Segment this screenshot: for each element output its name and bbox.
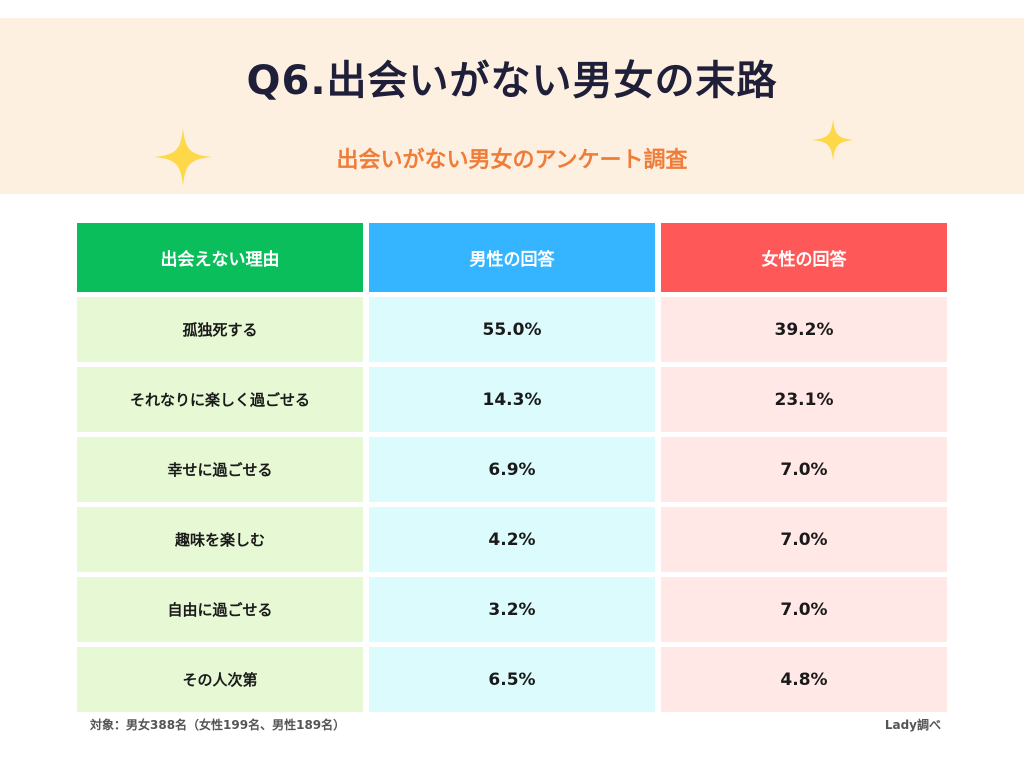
page-title: Q6.出会いがない男女の末路 — [246, 58, 778, 104]
male-value-cell: 4.2% — [369, 507, 655, 572]
female-value-cell: 4.8% — [661, 647, 947, 712]
table-row: 趣味を楽しむ 4.2% 7.0% — [77, 507, 947, 572]
table-header-row: 出会えない理由 男性の回答 女性の回答 — [77, 223, 947, 292]
reason-cell: 趣味を楽しむ — [77, 507, 363, 572]
column-header-reason: 出会えない理由 — [77, 223, 363, 292]
sample-footnote: 対象：男女388名（女性199名、男性189名） — [90, 718, 346, 732]
source-credit: Lady調べ — [884, 718, 941, 732]
survey-table: 出会えない理由 男性の回答 女性の回答 孤独死する 55.0% 39.2% それ… — [77, 223, 947, 717]
table-row: 幸せに過ごせる 6.9% 7.0% — [77, 437, 947, 502]
header-band — [0, 18, 1024, 194]
male-value-cell: 55.0% — [369, 297, 655, 362]
table-row: それなりに楽しく過ごせる 14.3% 23.1% — [77, 367, 947, 432]
female-value-cell: 7.0% — [661, 577, 947, 642]
reason-cell: それなりに楽しく過ごせる — [77, 367, 363, 432]
male-value-cell: 14.3% — [369, 367, 655, 432]
male-value-cell: 6.5% — [369, 647, 655, 712]
female-value-cell: 7.0% — [661, 437, 947, 502]
male-value-cell: 6.9% — [369, 437, 655, 502]
table-row: その人次第 6.5% 4.8% — [77, 647, 947, 712]
female-value-cell: 7.0% — [661, 507, 947, 572]
column-header-female: 女性の回答 — [661, 223, 947, 292]
table-row: 自由に過ごせる 3.2% 7.0% — [77, 577, 947, 642]
male-value-cell: 3.2% — [369, 577, 655, 642]
reason-cell: 幸せに過ごせる — [77, 437, 363, 502]
reason-cell: 自由に過ごせる — [77, 577, 363, 642]
female-value-cell: 39.2% — [661, 297, 947, 362]
reason-cell: 孤独死する — [77, 297, 363, 362]
female-value-cell: 23.1% — [661, 367, 947, 432]
sparkle-icon — [154, 128, 212, 186]
table-row: 孤独死する 55.0% 39.2% — [77, 297, 947, 362]
column-header-male: 男性の回答 — [369, 223, 655, 292]
sparkle-icon — [812, 119, 854, 161]
subtitle: 出会いがない男女のアンケート調査 — [336, 148, 688, 173]
reason-cell: その人次第 — [77, 647, 363, 712]
